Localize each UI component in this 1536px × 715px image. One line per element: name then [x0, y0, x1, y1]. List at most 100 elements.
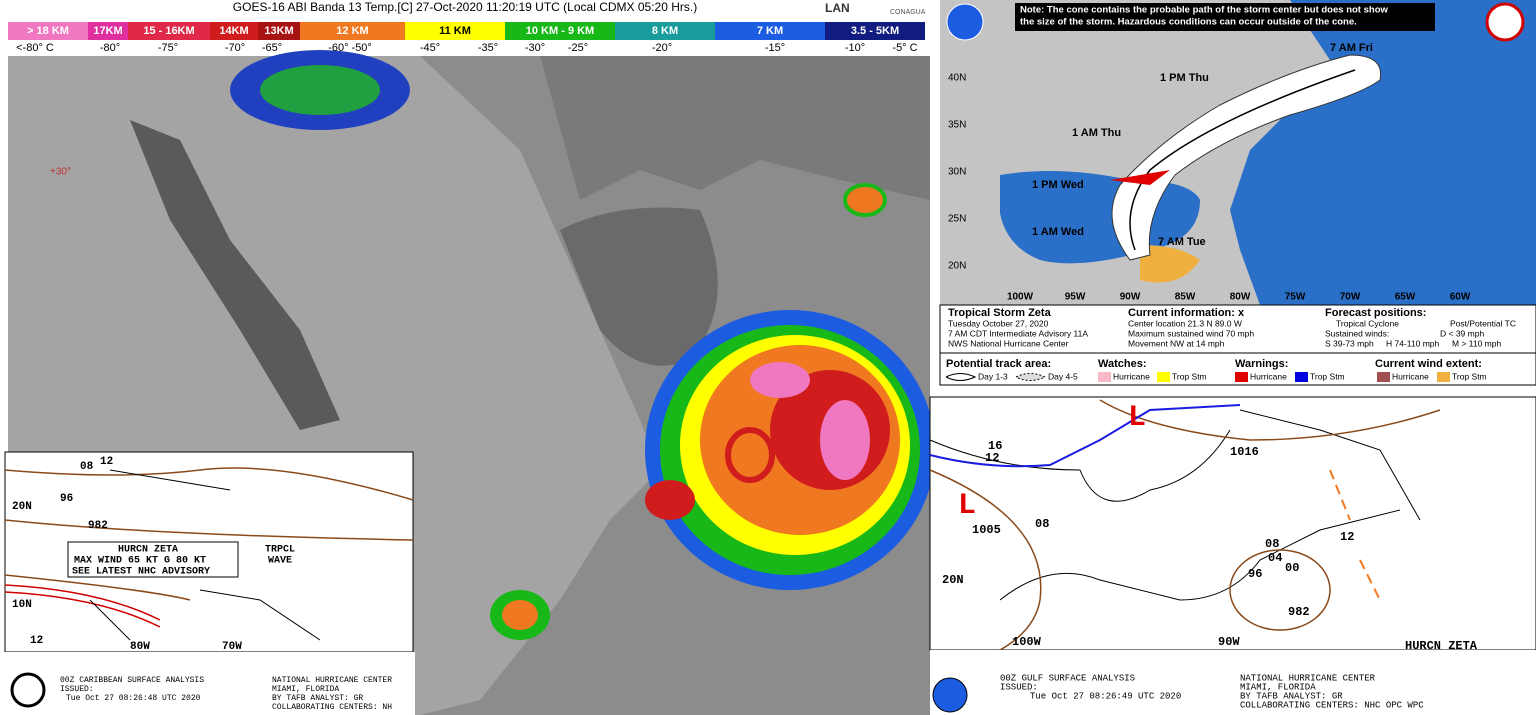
trough: [4, 584, 161, 628]
info-text: Day 1-3: [978, 371, 1008, 381]
info-text: H 74-110 mph: [1386, 338, 1440, 348]
info-text: D < 39 mph: [1440, 328, 1484, 338]
footer-text: MIAMI, FLORIDA: [1240, 682, 1316, 692]
info-text: Current information: x: [1128, 307, 1245, 319]
noaa-logo: [10, 672, 46, 708]
map-label: HURCN ZETA: [1405, 639, 1478, 653]
map-label: 70W: [222, 641, 242, 653]
caribbean-footer: [0, 652, 415, 715]
temp-label: -80°: [100, 42, 120, 54]
info-text: Sustained winds:: [1325, 328, 1389, 338]
map-label: TRPCL: [265, 545, 295, 556]
scale-swatch: [715, 22, 825, 40]
map-label: 16: [988, 439, 1002, 453]
time-label: 1 AM Wed: [1032, 226, 1084, 238]
noaa-logo: [932, 677, 968, 713]
footer-text: Tue Oct 27 08:26:48 UTC 2020: [66, 694, 201, 703]
footer-text: Tue Oct 27 08:26:49 UTC 2020: [1030, 691, 1181, 701]
scale-swatch: [615, 22, 715, 40]
lat-label: 30N: [948, 167, 966, 178]
note: the size of the storm. Hazardous conditi…: [1020, 17, 1357, 28]
scale-label: 12 KM: [336, 25, 368, 37]
lon-label: 100W: [1007, 292, 1034, 303]
coastline: [929, 409, 1421, 601]
lon-label: 90W: [1120, 292, 1141, 303]
info-text: Trop Stm: [1310, 371, 1345, 381]
time-label: 7 AM Tue: [1158, 236, 1206, 248]
scale-swatch: [258, 22, 300, 40]
temp-label: -25°: [568, 42, 588, 54]
storm-band: [645, 480, 695, 520]
temp-label: -75°: [158, 42, 178, 54]
footer-text: 00Z CARIBBEAN SURFACE ANALYSIS: [60, 676, 204, 685]
lon-label: 70W: [1340, 292, 1361, 303]
info-text: Hurricane: [1392, 371, 1429, 381]
scale-label: 13KM: [264, 25, 293, 37]
map-label: 12: [985, 451, 999, 465]
low-marker: L: [958, 489, 976, 523]
legend-swatch: [1377, 372, 1390, 382]
info-text: NWS National Hurricane Center: [948, 338, 1069, 348]
info-text: Hurricane: [1250, 371, 1287, 381]
info-text: Maximum sustained wind 70 mph: [1128, 328, 1254, 338]
scale-swatch: [8, 22, 88, 40]
land-usa: [540, 56, 930, 200]
info-text: Tuesday October 27, 2020: [948, 318, 1049, 328]
footer-text: COLLABORATING CENTERS: NHC OPC WPC: [1240, 700, 1424, 710]
legend-swatch: [1015, 373, 1047, 381]
map-label: 80W: [130, 641, 150, 653]
map-label: 20N: [12, 501, 32, 513]
info-text: Trop Stm: [1452, 371, 1487, 381]
scale-label: > 18 KM: [27, 25, 69, 37]
time-label: 1 PM Wed: [1032, 179, 1084, 191]
info-text: 7 AM CDT Intermediate Advisory 11A: [948, 328, 1088, 338]
scale-swatch: [210, 22, 258, 40]
forecast-cone: [1111, 54, 1382, 261]
time-label: 1 AM Thu: [1072, 127, 1121, 139]
map-label: 96: [1248, 567, 1262, 581]
info-text: Day 4-5: [1048, 371, 1078, 381]
legend-swatch: [1098, 372, 1111, 382]
storm-core: [750, 362, 810, 398]
map-label: 12: [100, 456, 113, 468]
map-label: 96: [60, 493, 73, 505]
footer-text: MIAMI, FLORIDA: [272, 685, 339, 694]
scale-label: 11 KM: [439, 25, 471, 37]
map-label: 10N: [12, 599, 32, 611]
map-label: 20N: [942, 573, 964, 587]
time-label: 7 AM Fri: [1330, 42, 1373, 54]
gulf-map: [929, 396, 1536, 651]
map-label: 1005: [972, 523, 1001, 537]
temp-label: -65°: [262, 42, 282, 54]
footer-text: BY TAFB ANALYST: GR: [272, 694, 363, 703]
scale-label: 8 KM: [652, 25, 678, 37]
temp-label: -20°: [652, 42, 672, 54]
low-marker: L: [1128, 401, 1146, 435]
scale-swatch: [300, 22, 405, 40]
scale-label: 14KM: [219, 25, 248, 37]
gulf-mexico: [560, 207, 718, 366]
legend-swatch: [1437, 372, 1450, 382]
map-label: 100W: [1012, 635, 1042, 649]
info-text: Potential track area:: [946, 358, 1051, 370]
info-text: Forecast positions:: [1325, 307, 1426, 319]
info-text: S 39-73 mph: [1325, 338, 1374, 348]
scale-label: 3.5 - 5KM: [851, 25, 899, 37]
lat-label: 35N: [948, 120, 966, 131]
lat-label: 40N: [948, 73, 966, 84]
footer-text: ISSUED:: [60, 685, 94, 694]
temp-label: -15°: [765, 42, 785, 54]
gulf-california: [130, 120, 340, 430]
grid-label: +30°: [50, 167, 71, 178]
footer-text: ISSUED:: [1000, 682, 1038, 692]
lat-label: 25N: [948, 214, 966, 225]
logo-text: CONAGUA: [890, 9, 926, 16]
note-box: [1015, 3, 1435, 31]
legend-swatch: [1157, 372, 1170, 382]
mexico: [940, 175, 1000, 305]
cloud: [502, 600, 538, 630]
storm-core: [820, 400, 870, 480]
temp-label: -5° C: [892, 42, 917, 54]
time-label: 1 PM Thu: [1160, 72, 1209, 84]
